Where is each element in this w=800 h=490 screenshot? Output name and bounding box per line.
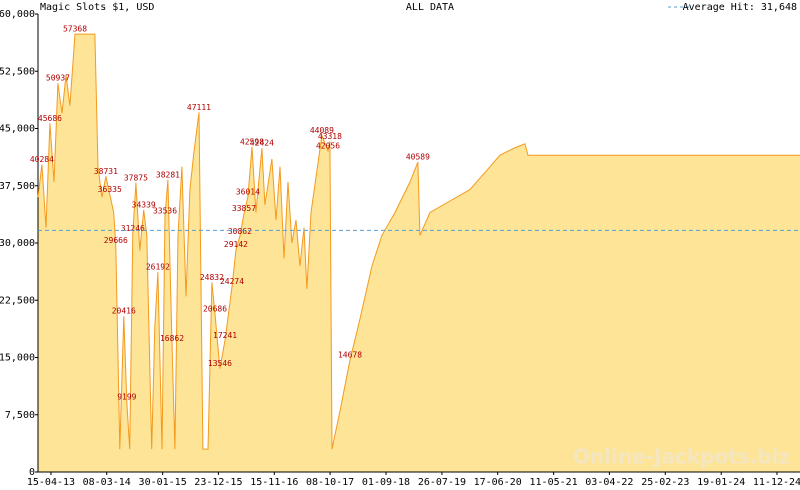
y-tick-label: 0	[29, 467, 35, 478]
value-label: 14678	[338, 350, 362, 359]
value-label: 44089	[310, 126, 334, 135]
average-label: Average Hit: 31,648	[683, 2, 797, 13]
value-label: 45686	[38, 114, 62, 123]
value-label: 43318	[318, 132, 342, 141]
value-label: 38731	[94, 167, 118, 176]
value-label: 57368	[63, 25, 87, 34]
value-label: 38281	[156, 170, 180, 179]
value-label: 29142	[224, 240, 248, 249]
x-tick-label: 01-09-18	[362, 477, 410, 488]
x-tick-label: 17-06-20	[474, 477, 522, 488]
x-tick-label: 30-01-15	[139, 477, 187, 488]
value-label: 47111	[187, 103, 211, 112]
watermark: Online-Jackpots.biz	[573, 445, 790, 469]
value-label: 31246	[121, 224, 145, 233]
line	[37, 33, 800, 450]
value-label: 37875	[124, 173, 148, 182]
y-tick-label: 22,500	[0, 295, 35, 306]
x-tick-label: 19-01-24	[697, 477, 745, 488]
x-tick-label: 23-12-15	[194, 477, 242, 488]
value-label: 13546	[208, 359, 232, 368]
y-tick-label: 52,500	[0, 66, 35, 77]
value-label: 42424	[250, 139, 274, 148]
x-tick-label: 08-03-14	[83, 477, 131, 488]
chart-subtitle: ALL DATA	[406, 2, 454, 13]
x-tick-label: 26-07-19	[418, 477, 466, 488]
value-label: 16862	[160, 334, 184, 343]
value-label: 40284	[30, 155, 54, 164]
value-label: 40589	[406, 153, 430, 162]
area	[38, 34, 800, 472]
y-tick-label: 7,500	[5, 410, 35, 421]
x-tick-label: 15-11-16	[250, 477, 298, 488]
x-tick-label: 25-02-23	[641, 477, 689, 488]
value-label: 17241	[213, 331, 237, 340]
value-label: 36335	[98, 185, 122, 194]
value-label: 26192	[146, 263, 170, 272]
x-tick-label: 08-10-17	[306, 477, 354, 488]
x-tick-label: 03-04-22	[585, 477, 633, 488]
value-label: 34339	[132, 200, 156, 209]
y-tick-label: 15,000	[0, 353, 35, 364]
value-label: 9199	[117, 392, 136, 401]
y-tick-label: 37,500	[0, 181, 35, 192]
value-label: 30862	[228, 227, 252, 236]
value-label: 42598	[240, 137, 264, 146]
x-tick-label: 11-12-24	[753, 477, 800, 488]
y-tick-label: 30,000	[0, 238, 35, 249]
value-label: 29666	[104, 236, 128, 245]
value-label: 24832	[200, 273, 224, 282]
value-label: 33857	[232, 204, 256, 213]
value-label: 24274	[220, 277, 244, 286]
value-label: 33536	[153, 207, 177, 216]
y-tick-label: 60,000	[0, 9, 35, 20]
x-tick-label: 11-05-21	[530, 477, 578, 488]
value-label: 20416	[112, 307, 136, 316]
chart-title: Magic Slots $1, USD	[40, 2, 154, 13]
y-tick-label: 45,000	[0, 124, 35, 135]
value-label: 20686	[203, 305, 227, 314]
x-tick-label: 15-04-13	[27, 477, 75, 488]
value-label: 36014	[236, 188, 260, 197]
value-label: 50937	[46, 74, 70, 83]
value-label: 42056	[316, 141, 340, 150]
